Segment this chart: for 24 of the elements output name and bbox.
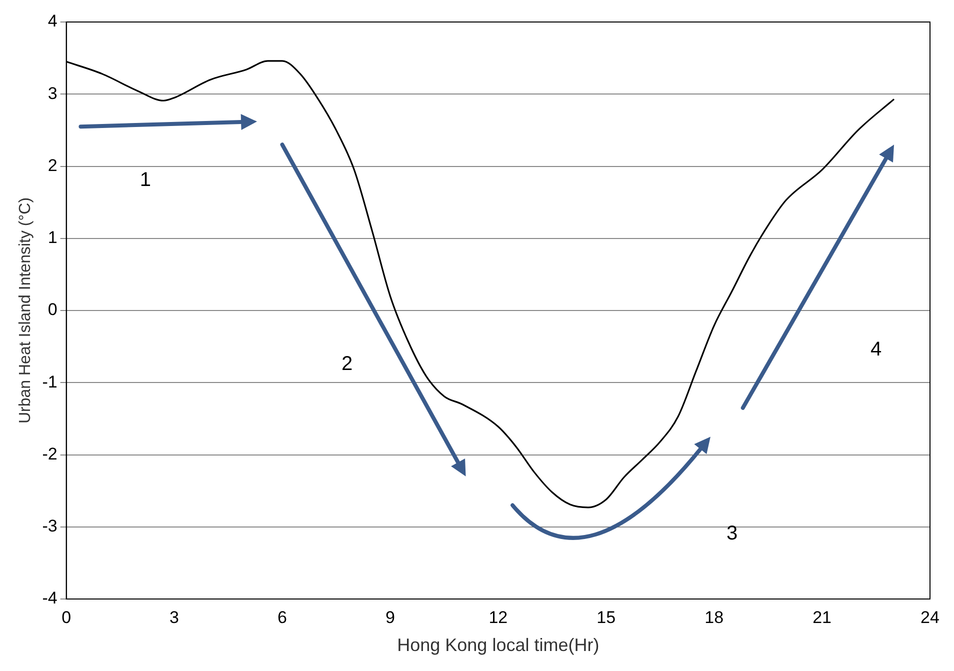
annotation: 4: [870, 338, 882, 361]
x-tick-label: 24: [920, 608, 940, 627]
annotation: 2: [341, 353, 353, 376]
y-tick-label: 1: [48, 228, 58, 248]
annotation: 1: [140, 169, 152, 192]
y-axis-title: Urban Heat Island Intensity (°C): [17, 197, 34, 424]
x-tick-label: 0: [62, 608, 72, 627]
y-tick-label: -2: [42, 444, 58, 464]
x-tick-label: 6: [278, 608, 287, 627]
y-tick-label: 0: [48, 300, 58, 320]
x-tick-label: 9: [385, 608, 395, 627]
x-axis-title: Hong Kong local time(Hr): [397, 635, 600, 656]
x-tick-label: 12: [488, 608, 508, 627]
x-tick-label: 15: [596, 608, 616, 627]
x-tick-label: 18: [704, 608, 724, 627]
y-tick-label: 2: [48, 156, 58, 175]
annotation: 3: [726, 522, 738, 545]
y-tick-label: -3: [42, 516, 58, 536]
y-tick-label: 3: [48, 84, 58, 103]
y-tick-label: -4: [42, 588, 58, 608]
y-tick-label: -1: [42, 372, 58, 392]
x-tick-label: 21: [812, 608, 832, 627]
x-tick-label: 3: [170, 608, 180, 627]
y-tick-label: 4: [48, 12, 58, 31]
